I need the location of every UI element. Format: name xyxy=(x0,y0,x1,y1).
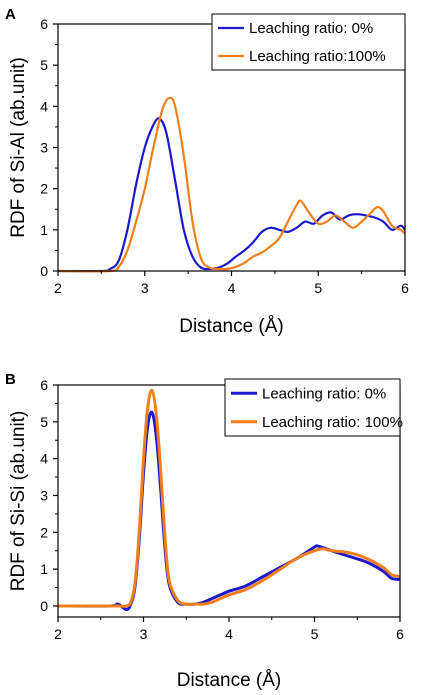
legend-box xyxy=(224,378,401,437)
x-axis-title: Distance (Å) xyxy=(179,316,284,337)
y-tick-label: 6 xyxy=(40,377,48,393)
series-line-1 xyxy=(57,410,401,612)
legend-label: Leaching ratio: 0% xyxy=(262,385,386,402)
legend-label: Leaching ratio: 0% xyxy=(249,20,373,37)
y-tick-label: 2 xyxy=(40,524,48,540)
y-axis-title: RDF of Si-Al (ab.unit) xyxy=(8,57,29,238)
y-axis-title: RDF of Si-Si (ab.unit) xyxy=(8,411,29,592)
x-tick-label: 5 xyxy=(314,280,322,296)
chart-panel-a: A 2 3 4 5 6 0 1 2 3 4 5 6 Distance (Å) RDF of Si-Al (a… xyxy=(5,6,409,337)
x-tick-label: 4 xyxy=(225,626,233,642)
chart-panel-b: B 2 3 4 5 6 0 1 2 3 4 5 6 Distance (Å) RDF of Si-Si (a… xyxy=(5,371,404,691)
y-tick-label: 0 xyxy=(40,598,48,614)
y-tick-label: 6 xyxy=(40,16,48,32)
y-tick-label: 5 xyxy=(40,414,48,430)
legend-box xyxy=(211,13,406,71)
x-tick-label: 2 xyxy=(54,280,62,296)
y-tick-label: 4 xyxy=(40,98,48,114)
y-tick-label: 3 xyxy=(40,487,48,503)
y-tick-label: 0 xyxy=(40,263,48,279)
y-tick-label: 2 xyxy=(40,181,48,197)
y-tick-label: 1 xyxy=(40,222,48,238)
y-tick-label: 5 xyxy=(40,57,48,73)
x-axis-title: Distance (Å) xyxy=(177,670,282,691)
y-tick-label: 3 xyxy=(40,140,48,156)
x-tick-label: 5 xyxy=(311,626,319,642)
series-line-2 xyxy=(58,388,401,608)
series-line-1 xyxy=(57,117,406,273)
y-tick-label: 4 xyxy=(40,451,48,467)
legend-label: Leaching ratio: 100% xyxy=(262,414,403,431)
panel-letter: B xyxy=(5,371,16,388)
x-tick-label: 4 xyxy=(228,280,236,296)
y-tick-label: 1 xyxy=(40,561,48,577)
x-tick-label: 2 xyxy=(54,626,62,642)
legend: Leaching ratio: 0% Leaching ratio: 100% xyxy=(224,378,403,437)
x-tick-label: 3 xyxy=(140,626,148,642)
legend: Leaching ratio: 0% Leaching ratio:100% xyxy=(211,13,406,71)
legend-label: Leaching ratio:100% xyxy=(249,48,386,65)
x-tick-label: 6 xyxy=(401,280,409,296)
series-line-2 xyxy=(57,96,406,273)
panel-letter: A xyxy=(5,6,16,23)
x-tick-label: 3 xyxy=(141,280,149,296)
x-tick-label: 6 xyxy=(396,626,404,642)
